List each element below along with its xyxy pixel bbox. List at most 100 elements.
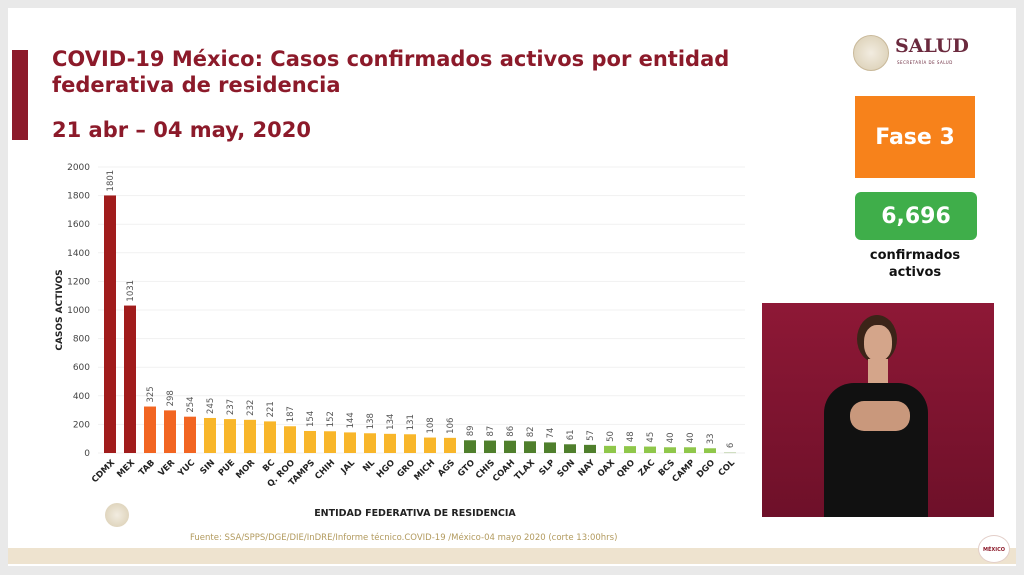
- x-tick-label: GTO: [456, 458, 477, 479]
- bar-value-label: 61: [566, 429, 576, 440]
- bar-jal: [344, 432, 356, 453]
- title-accent-bar: [12, 50, 28, 140]
- bar-value-label: 108: [426, 417, 436, 433]
- bar-value-label: 134: [386, 414, 396, 430]
- bar-col: [724, 452, 736, 454]
- page-title: COVID-19 México: Casos confirmados activ…: [52, 47, 730, 71]
- bar-tlax: [524, 441, 536, 453]
- bar-value-label: 57: [586, 430, 596, 441]
- x-tick-label: PUE: [217, 458, 238, 479]
- bar-chih: [324, 431, 336, 453]
- mexico-seal-icon: [105, 503, 129, 527]
- bar-tamps: [304, 430, 316, 453]
- bar-cdmx: [104, 195, 116, 453]
- bar-value-label: 82: [526, 426, 536, 437]
- bar-coah: [504, 440, 516, 453]
- confirmed-label: confirmados activos: [845, 247, 985, 281]
- bar-ags: [444, 437, 456, 453]
- sign-language-interpreter-video: [762, 303, 994, 517]
- bar-value-label: 40: [686, 432, 696, 443]
- x-tick-label: JAL: [339, 458, 358, 477]
- y-tick-label: 800: [73, 335, 90, 345]
- logo-text: SALUD: [895, 35, 969, 57]
- bar-value-label: 1801: [106, 170, 116, 192]
- x-tick-label: MOR: [234, 458, 257, 481]
- phase-badge: Fase 3: [855, 96, 975, 178]
- bar-value-label: 154: [306, 411, 316, 427]
- y-axis-label: CASOS ACTIVOS: [55, 269, 65, 350]
- salud-logo: SALUD SECRETARÍA DE SALUD: [853, 33, 978, 73]
- x-tick-label: NL: [361, 458, 377, 474]
- footer-band: [8, 548, 1016, 564]
- y-tick-label: 1400: [67, 249, 90, 259]
- bar-value-label: 33: [706, 433, 716, 444]
- bar-value-label: 1031: [126, 280, 136, 302]
- interpreter-face: [864, 325, 892, 361]
- interpreter-hands: [850, 401, 910, 431]
- bar-pue: [224, 419, 236, 453]
- bar-value-label: 106: [446, 418, 456, 434]
- bar-value-label: 144: [346, 412, 356, 428]
- x-tick-label: CDMX: [90, 458, 117, 485]
- source-footnote: Fuente: SSA/SPPS/DGE/DIE/InDRE/Informe t…: [190, 533, 618, 543]
- x-tick-label: VER: [157, 458, 178, 479]
- x-tick-label: DGO: [695, 458, 717, 480]
- bar-gro: [404, 434, 416, 453]
- mexico-logo: MÉXICO: [978, 535, 1010, 563]
- x-tick-label: YUC: [176, 458, 197, 479]
- bar-dgo: [704, 448, 716, 453]
- confirmed-label-line1: confirmados: [869, 248, 961, 263]
- bar-value-label: 6: [726, 443, 736, 448]
- bar-nay: [584, 444, 596, 453]
- bar-value-label: 254: [186, 396, 196, 412]
- bar-value-label: 221: [266, 401, 276, 417]
- bar-value-label: 152: [326, 411, 336, 427]
- bar-gto: [464, 440, 476, 453]
- bar-bc: [264, 421, 276, 453]
- bar-nl: [364, 433, 376, 453]
- bar-bcs: [664, 447, 676, 453]
- bar-value-label: 40: [666, 432, 676, 443]
- y-tick-label: 200: [73, 420, 90, 430]
- confirmed-label-line2: activos: [888, 265, 942, 280]
- x-tick-label: BC: [261, 458, 277, 474]
- x-tick-label: COAH: [491, 458, 517, 484]
- bar-oax: [604, 445, 616, 453]
- y-tick-label: 1200: [67, 277, 90, 287]
- bar-mich: [424, 437, 436, 453]
- bar-chis: [484, 440, 496, 453]
- x-tick-label: NAY: [577, 457, 598, 478]
- bar-value-label: 50: [606, 431, 616, 442]
- bar-value-label: 245: [206, 398, 216, 414]
- x-tick-label: COL: [717, 458, 738, 479]
- date-range: 21 abr – 04 may, 2020: [52, 118, 311, 142]
- bar-value-label: 45: [646, 432, 656, 443]
- y-tick-label: 1000: [67, 306, 90, 316]
- x-tick-label: SIN: [198, 458, 217, 477]
- x-tick-label: SON: [556, 458, 578, 480]
- x-tick-label: OAX: [596, 458, 618, 480]
- y-tick-label: 600: [73, 363, 90, 373]
- bar-hgo: [384, 433, 396, 453]
- bar-value-label: 48: [626, 431, 636, 442]
- bar-ver: [164, 410, 176, 453]
- x-tick-label: CHIH: [313, 458, 337, 482]
- bar-chart: 0 200 400 600 800 1000 1200 1400 1600 1800 2000 180…: [55, 163, 745, 519]
- bar-sin: [204, 417, 216, 453]
- confirmed-count: 6,696: [855, 192, 977, 240]
- page-title-line2: federativa de residencia: [52, 73, 341, 97]
- x-tick-label: ZAC: [637, 458, 657, 478]
- x-tick-label: CAMP: [671, 458, 698, 485]
- x-tick-label: HGO: [375, 458, 397, 480]
- bar-value-label: 232: [246, 400, 256, 416]
- bar-tab: [144, 406, 156, 453]
- x-tick-label: TAB: [137, 458, 157, 478]
- bar-value-label: 325: [146, 386, 156, 402]
- y-tick-label: 0: [84, 449, 90, 459]
- x-tick-label: MICH: [412, 458, 437, 483]
- x-tick-label: AGS: [436, 458, 457, 479]
- bar-value-label: 138: [366, 413, 376, 429]
- bar-value-label: 89: [466, 425, 476, 436]
- x-tick-label: QRO: [615, 458, 637, 480]
- bar-value-label: 74: [546, 428, 556, 439]
